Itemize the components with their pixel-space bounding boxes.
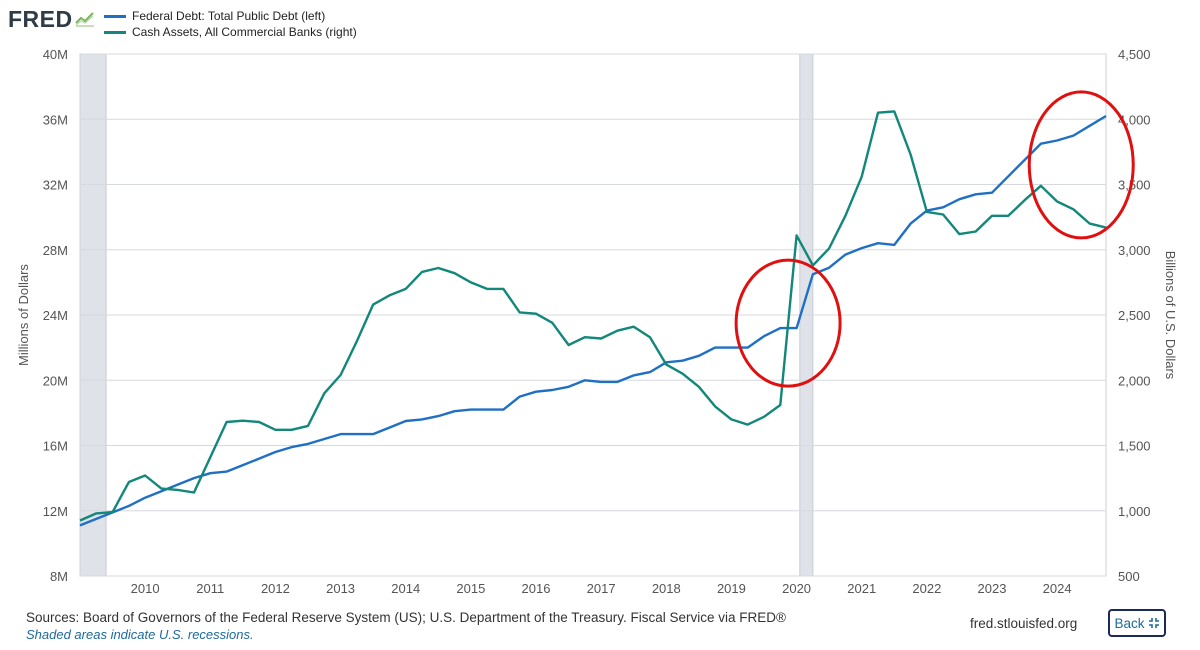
sources-text: Sources: Board of Governors of the Feder… <box>26 610 786 625</box>
y-tick-label-right: 2,000 <box>1118 373 1151 388</box>
x-tick-label: 2019 <box>717 581 746 596</box>
chart-legend: Federal Debt: Total Public Debt (left) C… <box>104 8 357 40</box>
series-line-cash-assets <box>79 110 1107 522</box>
y-tick-label-right: 3,500 <box>1118 178 1151 193</box>
x-tick-label: 2015 <box>456 581 485 596</box>
y-tick-label-left: 24M <box>43 308 68 323</box>
back-button-label: Back <box>1114 615 1145 631</box>
x-tick-label: 2018 <box>652 581 681 596</box>
y-tick-label-right: 3,000 <box>1118 243 1151 258</box>
back-button[interactable]: Back <box>1108 609 1166 637</box>
legend-item-cash-assets[interactable]: Cash Assets, All Commercial Banks (right… <box>104 24 357 40</box>
x-tick-label: 2024 <box>1043 581 1072 596</box>
y-tick-label-left: 40M <box>43 47 68 62</box>
y-tick-label-right: 4,000 <box>1118 112 1151 127</box>
y-tick-label-right: 500 <box>1118 569 1140 584</box>
annotation-circle-2020 <box>734 258 842 388</box>
legend-swatch-blue <box>104 14 126 18</box>
legend-swatch-teal <box>104 30 126 34</box>
y-tick-label-left: 28M <box>43 243 68 258</box>
x-tick-label: 2023 <box>978 581 1007 596</box>
annotation-circle-2024 <box>1027 90 1135 240</box>
logo-text: FRED <box>8 5 73 32</box>
y-tick-label-left: 20M <box>43 373 68 388</box>
fred-url-link[interactable]: fred.stlouisfed.org <box>970 616 1078 631</box>
legend-label-cash-assets: Cash Assets, All Commercial Banks (right… <box>132 25 357 39</box>
x-tick-label: 2010 <box>131 581 160 596</box>
x-tick-label: 2011 <box>196 581 224 596</box>
y-tick-label-right: 1,500 <box>1118 439 1151 454</box>
y-tick-label-right: 4,500 <box>1118 47 1151 62</box>
line-chart: 8M 12M 16M 20M 24M 28M 32M 36M 40M 500 1,000 1,500… <box>16 47 1178 596</box>
y-tick-label-right: 2,500 <box>1118 308 1151 323</box>
y-axis-label-right: Billions of U.S. Dollars <box>1163 251 1178 380</box>
recession-note: Shaded areas indicate U.S. recessions. <box>26 627 254 642</box>
y-tick-label-left: 12M <box>43 504 68 519</box>
y-tick-label-left: 8M <box>50 569 68 584</box>
y-tick-label-left: 16M <box>43 439 68 454</box>
legend-label-federal-debt: Federal Debt: Total Public Debt (left) <box>132 9 326 23</box>
y-axis-label-left: Millions of Dollars <box>16 264 31 366</box>
x-tick-label: 2012 <box>261 581 290 596</box>
y-tick-label-left: 32M <box>43 178 68 193</box>
collapse-arrows-icon <box>1148 618 1159 628</box>
legend-item-federal-debt[interactable]: Federal Debt: Total Public Debt (left) <box>104 8 357 24</box>
series-line-federal-debt <box>79 114 1107 527</box>
x-tick-label: 2013 <box>326 581 355 596</box>
x-tick-label: 2020 <box>782 581 811 596</box>
x-tick-label: 2021 <box>847 581 876 596</box>
x-tick-label: 2014 <box>391 581 420 596</box>
x-tick-label: 2017 <box>587 581 616 596</box>
y-tick-label-left: 36M <box>43 112 68 127</box>
x-tick-label: 2016 <box>522 581 551 596</box>
fred-logo[interactable]: FRED <box>8 6 95 32</box>
x-tick-label: 2022 <box>912 581 941 596</box>
trend-line-icon <box>74 12 94 27</box>
y-tick-label-right: 1,000 <box>1118 504 1151 519</box>
